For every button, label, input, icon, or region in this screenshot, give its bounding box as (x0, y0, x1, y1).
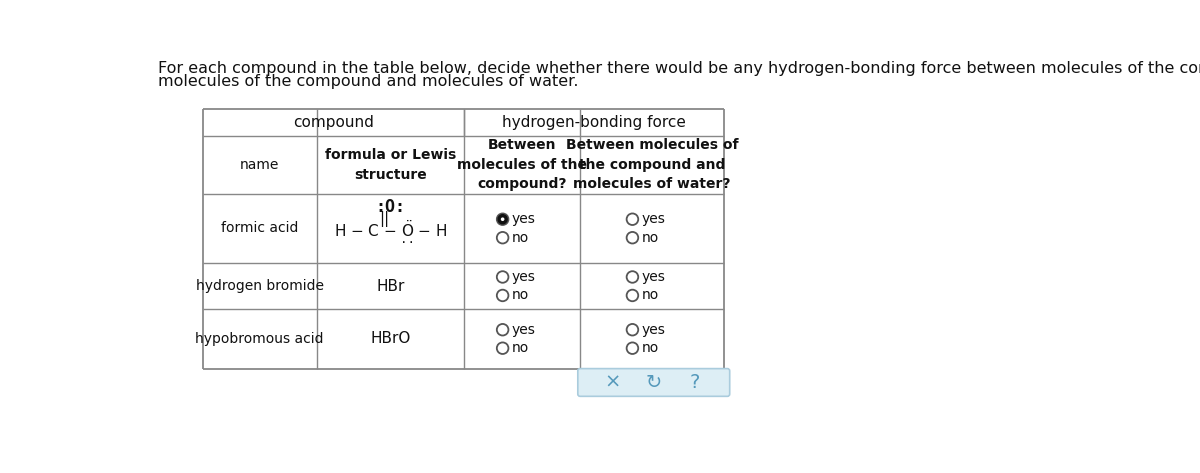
Text: ..: .. (400, 233, 415, 246)
Text: no: no (512, 341, 529, 355)
Text: yes: yes (512, 323, 535, 337)
Text: yes: yes (642, 212, 666, 226)
Text: name: name (240, 158, 280, 172)
Text: yes: yes (512, 270, 535, 284)
Text: HBr: HBr (376, 279, 404, 294)
Text: Between molecules of
the compound and
molecules of water?: Between molecules of the compound and mo… (565, 139, 738, 192)
Text: formula or Lewis
structure: formula or Lewis structure (325, 148, 456, 182)
Text: formic acid: formic acid (221, 221, 299, 236)
FancyBboxPatch shape (578, 368, 730, 396)
Text: hydrogen bromide: hydrogen bromide (196, 279, 324, 293)
Text: ||: || (379, 211, 389, 227)
Text: molecules of the compound and molecules of water.: molecules of the compound and molecules … (157, 74, 578, 89)
Text: :O:: :O: (376, 198, 406, 216)
Text: yes: yes (512, 212, 535, 226)
Text: H $-$ C $-$ $\ddot{\rm O}$ $-$ H: H $-$ C $-$ $\ddot{\rm O}$ $-$ H (334, 219, 446, 240)
Text: no: no (642, 341, 659, 355)
Text: ↻: ↻ (646, 373, 662, 392)
Text: yes: yes (642, 323, 666, 337)
Text: no: no (642, 289, 659, 302)
Text: compound: compound (293, 115, 373, 130)
Text: hypobromous acid: hypobromous acid (196, 332, 324, 346)
Text: HBrO: HBrO (370, 332, 410, 346)
Text: Between
molecules of the
compound?: Between molecules of the compound? (457, 139, 587, 192)
Text: ?: ? (690, 373, 700, 392)
Text: no: no (512, 289, 529, 302)
Text: yes: yes (642, 270, 666, 284)
Text: ×: × (605, 373, 620, 392)
Text: no: no (642, 231, 659, 245)
Text: hydrogen-bonding force: hydrogen-bonding force (502, 115, 685, 130)
Text: no: no (512, 231, 529, 245)
Text: For each compound in the table below, decide whether there would be any hydrogen: For each compound in the table below, de… (157, 61, 1200, 76)
